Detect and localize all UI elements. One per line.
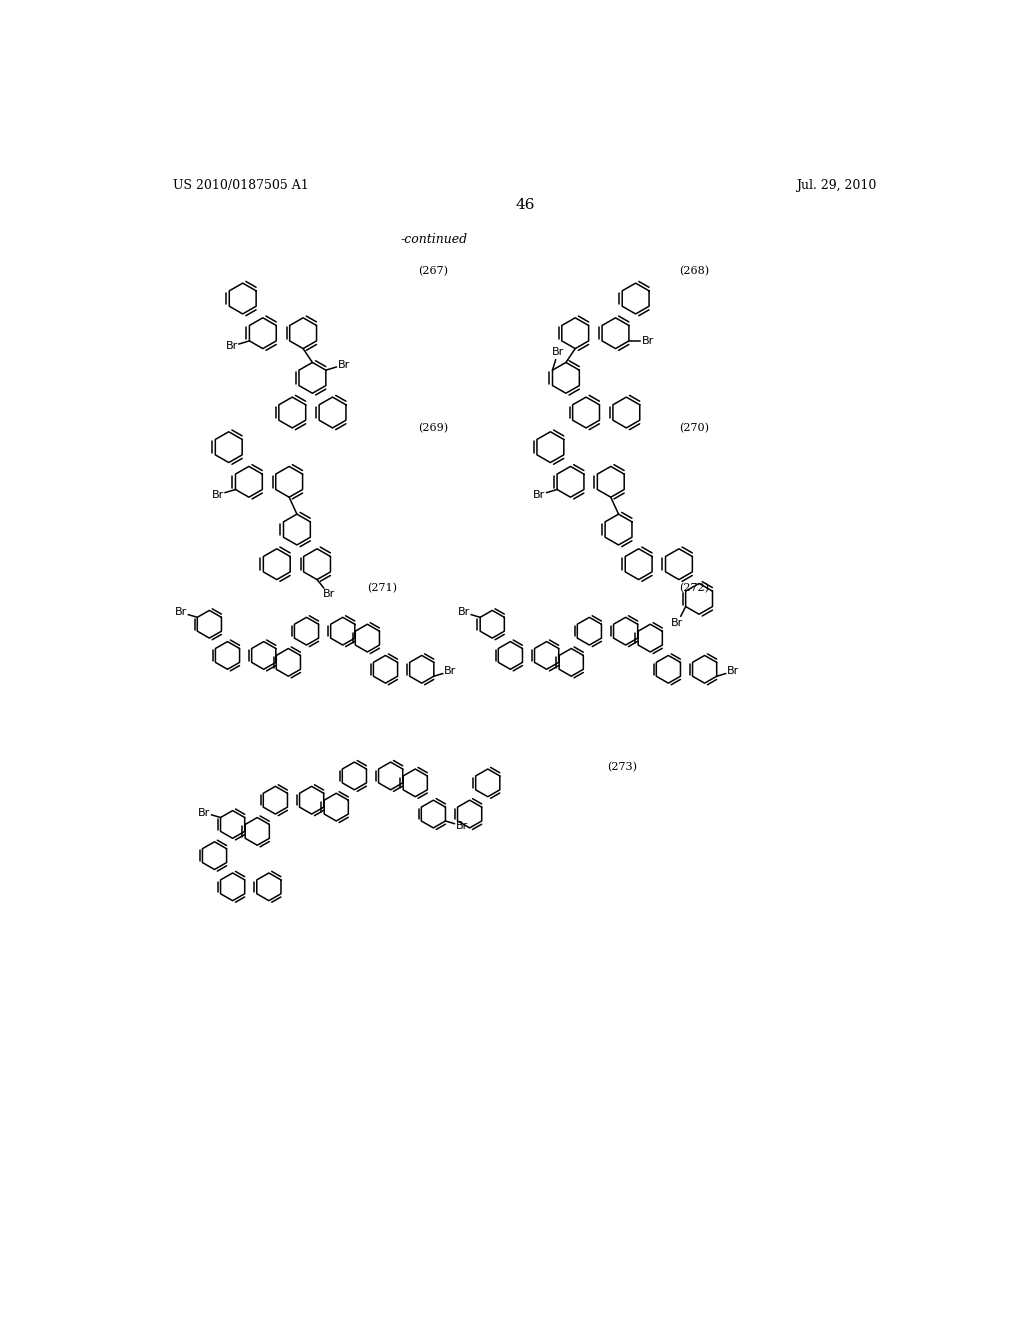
Text: 46: 46 [515, 198, 535, 211]
Text: Br: Br [212, 490, 224, 500]
Text: (269): (269) [418, 422, 449, 433]
Text: Br: Br [534, 490, 546, 500]
Text: Br: Br [225, 341, 238, 351]
Text: (271): (271) [368, 583, 397, 593]
Text: Br: Br [671, 618, 683, 628]
Text: Jul. 29, 2010: Jul. 29, 2010 [797, 178, 877, 191]
Text: Br: Br [456, 821, 468, 830]
Text: Br: Br [444, 667, 457, 676]
Text: Br: Br [338, 360, 350, 370]
Text: (273): (273) [606, 762, 637, 772]
Text: Br: Br [727, 667, 739, 676]
Text: (272): (272) [679, 583, 709, 593]
Text: (270): (270) [679, 422, 709, 433]
Text: Br: Br [458, 607, 470, 618]
Text: Br: Br [552, 347, 564, 358]
Text: Br: Br [175, 607, 187, 618]
Text: (268): (268) [679, 267, 709, 277]
Text: Br: Br [641, 335, 653, 346]
Text: (267): (267) [419, 267, 449, 277]
Text: -continued: -continued [400, 232, 468, 246]
Text: Br: Br [198, 808, 210, 817]
Text: US 2010/0187505 A1: US 2010/0187505 A1 [173, 178, 308, 191]
Text: Br: Br [323, 589, 335, 599]
